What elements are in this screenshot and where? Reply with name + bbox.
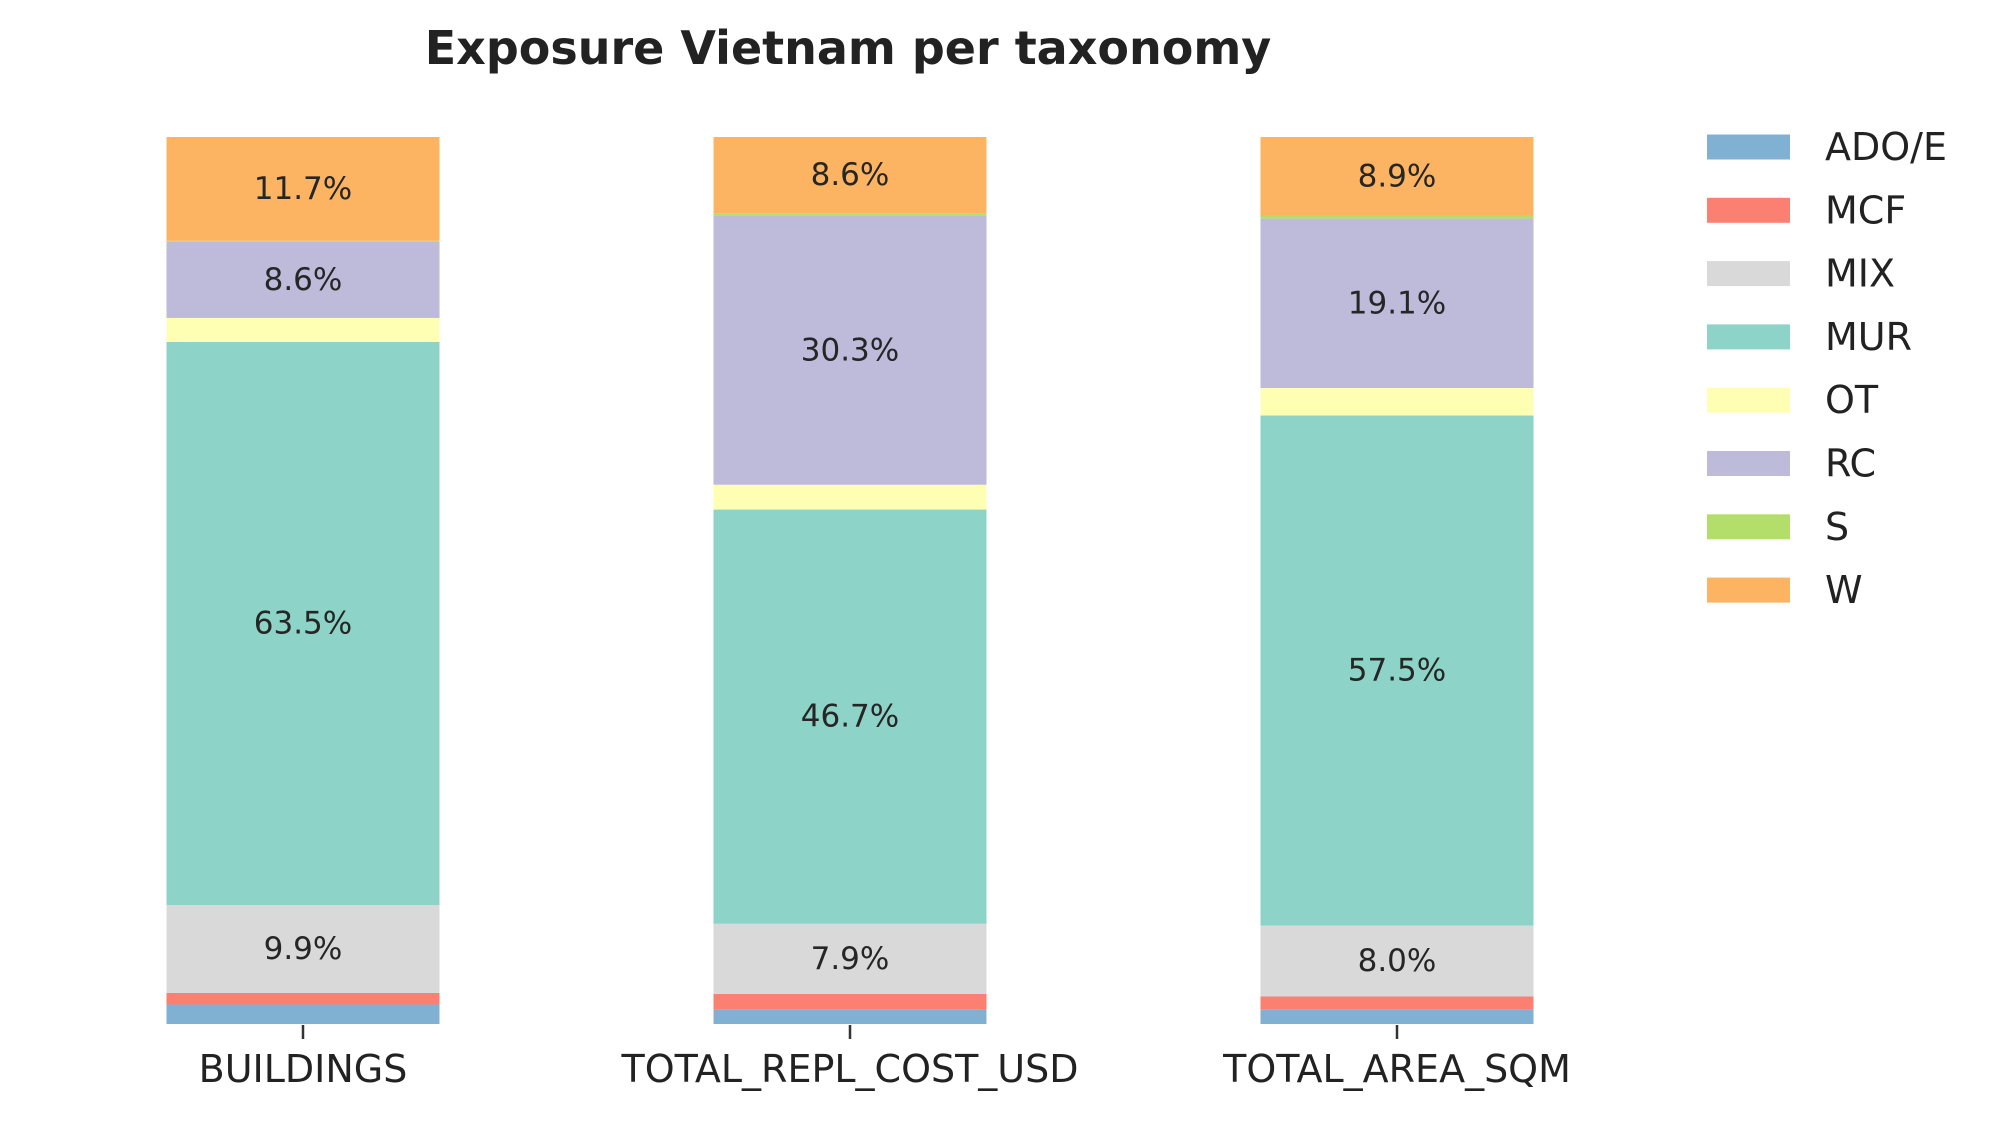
bar-segment-mcf-total-repl-cost-usd [713, 993, 987, 1010]
legend-item-s: S [1707, 505, 1849, 549]
legend-swatch-s [1707, 514, 1790, 540]
legend-label-rc: RC [1825, 442, 1876, 486]
legend-item-mix: MIX [1707, 252, 1895, 296]
bar-segment-ot-buildings [166, 317, 440, 342]
legend-item-w: W [1707, 568, 1863, 612]
data-label-w-total-repl-cost-usd: 8.6% [811, 157, 890, 193]
legend-swatch-ado-e [1707, 134, 1790, 160]
bar-segment-ado-e-buildings [166, 1004, 440, 1024]
legend-label-w: W [1825, 568, 1863, 612]
legend-label-mcf: MCF [1825, 188, 1906, 232]
legend-swatch-mur [1707, 324, 1790, 350]
bar-segment-mur-total-area-sqm [1260, 415, 1534, 926]
legend-item-rc: RC [1707, 442, 1876, 486]
legend-label-ado-e: ADO/E [1825, 125, 1947, 169]
data-labels-layer: 11.7% 8.6% 63.5% 9.9% 8.6% 30.3% 46.7% 7.9% 8.9%… [254, 157, 1446, 979]
bar-segment-rc-total-area-sqm [1260, 218, 1534, 389]
bar-segment-mix-total-area-sqm [1260, 925, 1534, 997]
chart-title: Exposure Vietnam per taxonomy [425, 21, 1272, 75]
bar-segment-ado-e-total-area-sqm [1260, 1009, 1534, 1024]
x-tick-label-total-repl-cost-usd: TOTAL_REPL_COST_USD [620, 1047, 1078, 1091]
data-label-mur-buildings: 63.5% [254, 606, 352, 642]
legend-swatch-rc [1707, 451, 1790, 476]
bar-segment-mur-total-repl-cost-usd [713, 509, 987, 924]
x-tick-label-buildings: BUILDINGS [199, 1047, 408, 1091]
legend-item-ot: OT [1707, 378, 1879, 422]
bar-segment-mix-buildings [166, 905, 440, 993]
data-label-mix-total-repl-cost-usd: 7.9% [811, 941, 890, 977]
bar-segment-mcf-buildings [166, 992, 440, 1005]
x-tick-label-total-area-sqm: TOTAL_AREA_SQM [1222, 1047, 1571, 1091]
legend-swatch-w [1707, 577, 1790, 603]
legend-swatch-mcf [1707, 197, 1790, 223]
bars-layer [166, 137, 1534, 1024]
bar-segment-mcf-total-area-sqm [1260, 996, 1534, 1010]
bar-segment-rc-total-repl-cost-usd [713, 215, 987, 485]
bar-segment-w-buildings [166, 137, 440, 241]
bar-segment-s-buildings [166, 240, 440, 242]
legend-item-mcf: MCF [1707, 188, 1906, 232]
bar-segment-w-total-repl-cost-usd [713, 137, 987, 214]
data-label-w-total-area-sqm: 8.9% [1358, 158, 1437, 194]
legend-label-s: S [1825, 505, 1849, 549]
data-label-w-buildings: 11.7% [254, 171, 352, 207]
bar-segment-w-total-area-sqm [1260, 137, 1534, 216]
bar-segment-mix-total-repl-cost-usd [713, 923, 987, 994]
legend-item-ado-e: ADO/E [1707, 125, 1947, 169]
bar-segment-ot-total-area-sqm [1260, 388, 1534, 416]
data-label-rc-total-repl-cost-usd: 30.3% [801, 332, 899, 368]
data-label-mix-total-area-sqm: 8.0% [1358, 943, 1437, 979]
data-label-mix-buildings: 9.9% [264, 931, 343, 967]
legend: ADO/E MCF MIX MUR OT RC SW [1707, 125, 1947, 612]
bar-segment-ado-e-total-repl-cost-usd [713, 1009, 987, 1024]
data-label-mur-total-area-sqm: 57.5% [1348, 653, 1446, 689]
bar-segment-mur-buildings [166, 341, 440, 906]
legend-label-ot: OT [1825, 378, 1879, 422]
bar-segment-s-total-area-sqm [1260, 215, 1534, 219]
legend-item-mur: MUR [1707, 315, 1912, 359]
bar-segment-rc-buildings [166, 241, 440, 318]
bar-segment-ot-total-repl-cost-usd [713, 484, 987, 510]
legend-swatch-mix [1707, 261, 1790, 287]
legend-swatch-ot [1707, 387, 1790, 413]
x-axis: BUILDINGS TOTAL_REPL_COST_USD TOTAL_AREA_S… [199, 1025, 1571, 1091]
data-label-mur-total-repl-cost-usd: 46.7% [801, 699, 899, 735]
data-label-rc-buildings: 8.6% [264, 262, 343, 298]
data-label-rc-total-area-sqm: 19.1% [1348, 285, 1446, 321]
legend-label-mix: MIX [1825, 252, 1895, 296]
bar-segment-s-total-repl-cost-usd [713, 213, 987, 216]
legend-label-mur: MUR [1825, 315, 1912, 359]
